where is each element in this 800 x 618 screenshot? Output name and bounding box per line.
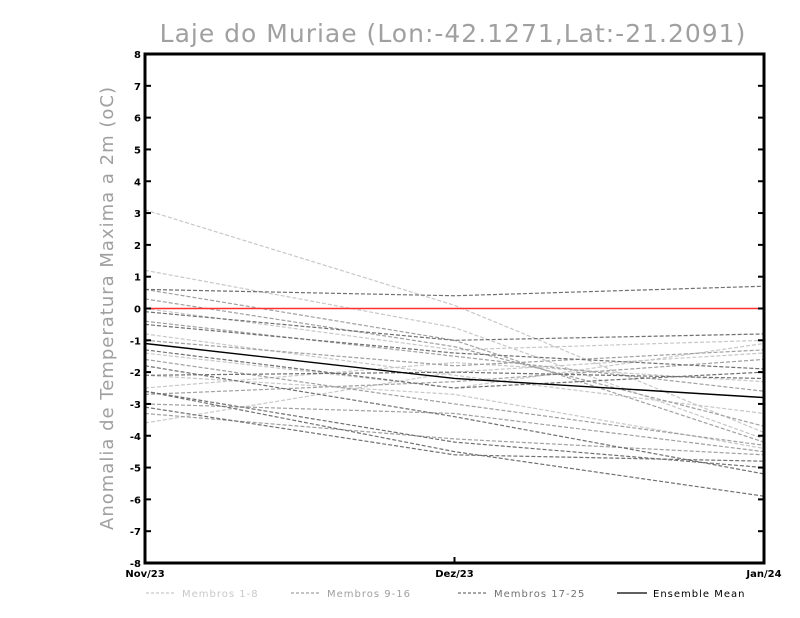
series-line-m3 <box>144 307 765 351</box>
ensemble-mean-line <box>144 342 765 399</box>
x-tick-label: Nov/23 <box>125 569 164 580</box>
series-line-m19 <box>144 323 765 370</box>
series-line-m17 <box>144 285 765 297</box>
legend: Membros 1-8 Membros 9-16 Membros 17-25 Ense… <box>146 589 745 600</box>
legend-label: Membros 9-16 <box>327 589 411 600</box>
y-tick-label: 8 <box>134 50 141 61</box>
series-line-m22 <box>144 371 765 380</box>
series-line-m16 <box>144 412 765 456</box>
chart-title: Laje do Muriae (Lon:-42.1271,Lat:-21.209… <box>160 19 747 48</box>
y-tick-label: 3 <box>134 209 141 220</box>
legend-label: Membros 17-25 <box>494 589 585 600</box>
y-tick-label: 2 <box>134 241 141 252</box>
y-tick-label: -8 <box>130 559 141 570</box>
series-line-m14 <box>144 298 765 427</box>
x-tick-label: Jan/24 <box>745 569 781 580</box>
y-tick-label: 5 <box>134 145 141 156</box>
x-tick-label: Dez/23 <box>435 569 474 580</box>
series-line-m25 <box>144 406 765 462</box>
series-line-m10 <box>144 320 765 392</box>
series-line-m9 <box>144 288 765 443</box>
series-line-m24 <box>144 390 765 497</box>
y-axis-label: Anomalia de Temperatura Maxima a 2m (oC) <box>97 86 118 530</box>
y-tick-label: 7 <box>134 82 141 93</box>
series-line-m11 <box>144 339 765 367</box>
y-tick-label: 6 <box>134 114 141 125</box>
series-line-m5 <box>144 342 765 389</box>
series-line-m6 <box>144 361 765 389</box>
series-line-m1 <box>144 209 765 434</box>
series-line-m23 <box>144 390 765 469</box>
y-tick-label: -7 <box>130 527 141 538</box>
y-tick-label: 1 <box>134 273 141 284</box>
y-tick-label: -2 <box>130 368 141 379</box>
y-tick-label: -5 <box>130 464 141 475</box>
y-tick-label: 0 <box>134 305 141 316</box>
y-tick-label: 4 <box>134 177 141 188</box>
series-line-m21 <box>144 365 765 475</box>
series-line-m20 <box>144 349 765 389</box>
series-line-m12 <box>144 358 765 395</box>
series-line-m8 <box>144 374 765 450</box>
y-tick-label: -4 <box>130 432 141 443</box>
series-line-m13 <box>144 403 765 453</box>
y-tick-label: -6 <box>130 495 141 506</box>
legend-label: Membros 1-8 <box>182 589 259 600</box>
plot-area: -8 -7 -6 -5 -4 -3 -2 -1 0 1 2 3 4 5 6 7 8 Nov/23 Dez/23 Jan… <box>125 50 781 580</box>
y-tick-label: -1 <box>130 336 141 347</box>
y-tick-label: -3 <box>130 400 141 411</box>
series-line-m4 <box>144 333 765 415</box>
series-line-m18 <box>144 311 765 341</box>
series-line-m2 <box>144 269 765 440</box>
legend-label: Ensemble Mean <box>653 589 745 600</box>
